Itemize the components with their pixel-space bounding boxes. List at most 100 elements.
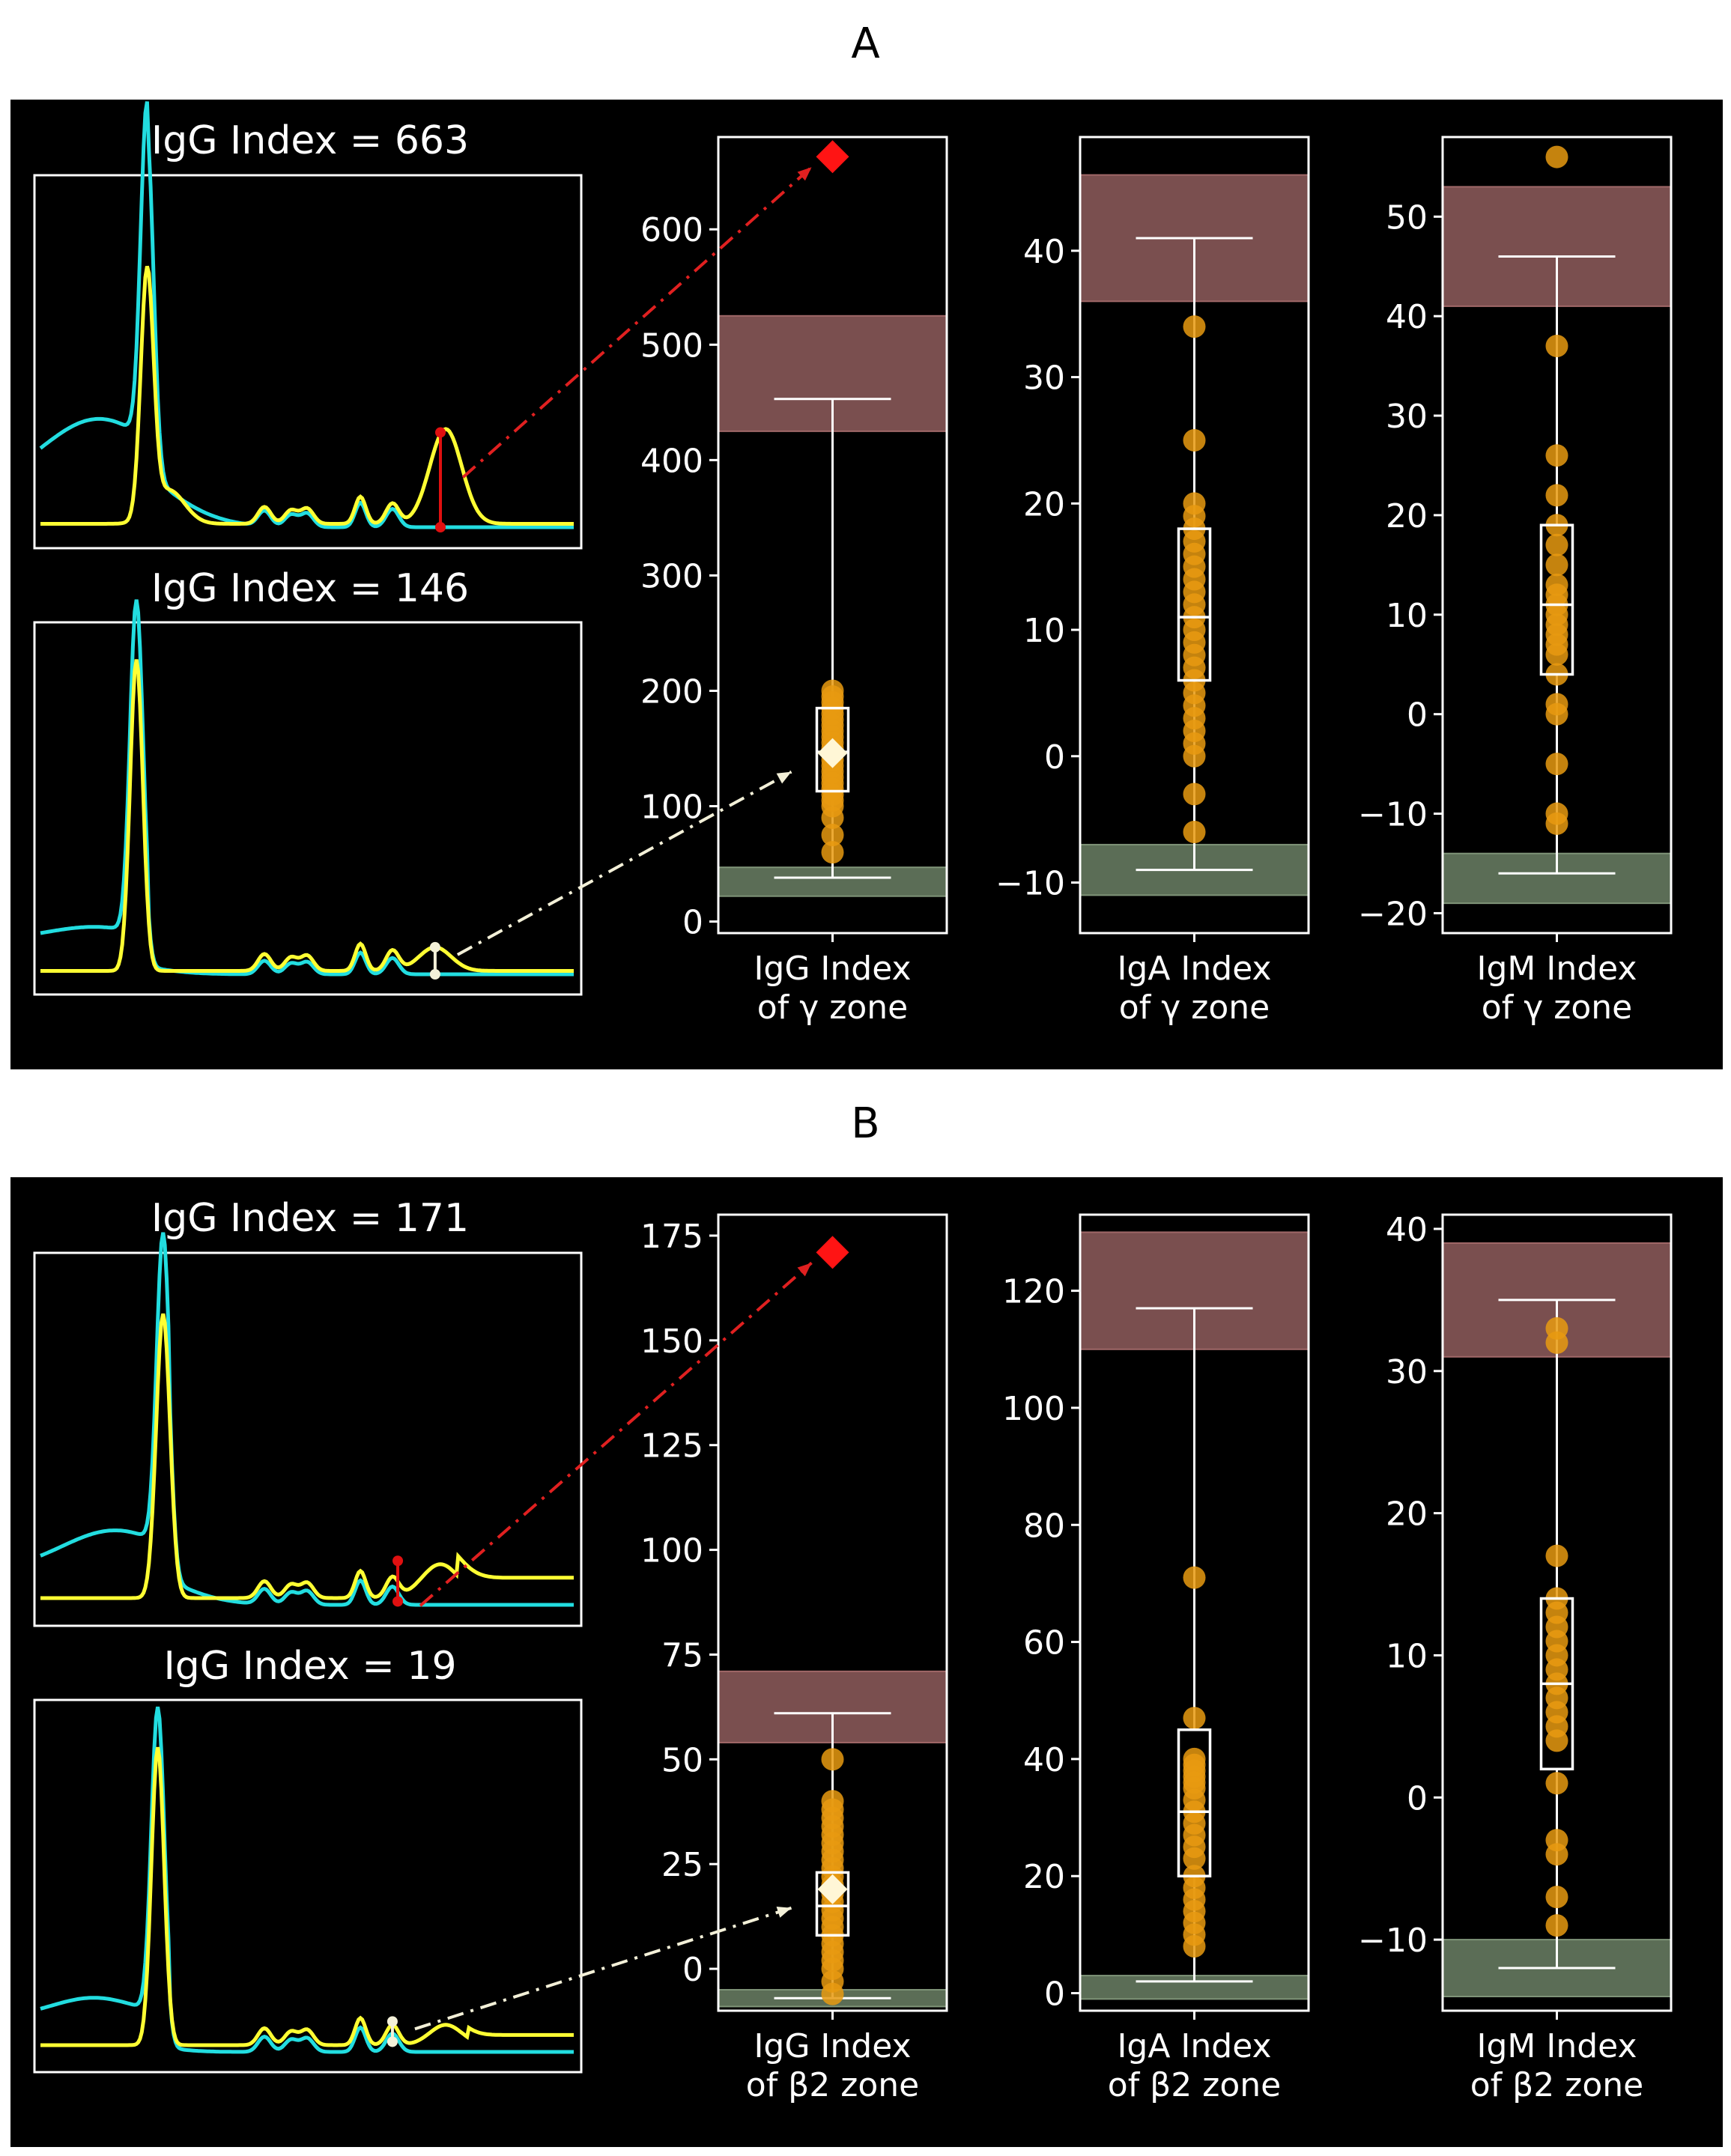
- ytick-label-a-3-4: 10: [1386, 597, 1428, 635]
- ytick-label-b-2-7: 120: [1002, 1273, 1065, 1311]
- trace-frame-1: [33, 174, 583, 550]
- sample-curve-a-2: [40, 659, 574, 973]
- data-point-a-3-2: [1545, 335, 1568, 358]
- arrow-line-a-1: [461, 166, 813, 479]
- ytick-label-b-1-4: 75: [661, 1636, 703, 1674]
- traces-b: [40, 1232, 574, 2054]
- difference-bottom-a-2: [429, 969, 440, 980]
- highlight-marker-b-1: [816, 1236, 849, 1269]
- panel-label-b: B: [851, 1099, 880, 1148]
- data-point-a-3-6: [1545, 533, 1568, 556]
- ytick-label-a-3-8: 50: [1386, 198, 1428, 237]
- difference-top-a-2: [429, 941, 440, 953]
- data-point-b-2-14: [1183, 1847, 1206, 1870]
- xlabel-a-3-2: of γ zone: [1482, 989, 1632, 1027]
- data-point-b-2-2: [1183, 1707, 1206, 1730]
- ytick-label-b-3-2: 0: [1407, 1779, 1428, 1818]
- data-point-a-2-24: [1183, 783, 1206, 806]
- data-point-b-2-21: [1183, 1935, 1206, 1958]
- mean-marker-b-1: [817, 1874, 848, 1904]
- ytick-label-b-1-2: 25: [661, 1846, 703, 1884]
- data-point-a-3-15: [1545, 643, 1568, 666]
- data-point-b-3-14: [1545, 1729, 1568, 1752]
- trace-frame-3: [33, 1251, 583, 1627]
- xlabel-a-1-1: IgG Index: [754, 950, 911, 988]
- data-point-b-1-1: [821, 1748, 844, 1771]
- ytick-label-a-1-7: 600: [640, 211, 703, 249]
- arrows-b: [414, 1261, 813, 2031]
- ytick-label-a-1-2: 100: [640, 789, 703, 827]
- xlabel-b-2-1: IgA Index: [1117, 2027, 1271, 2065]
- data-point-a-2-2: [1183, 428, 1206, 452]
- panel-b: IgG Index = 171 IgG Index = 19 0 25 50 75 10…: [10, 1177, 1723, 2147]
- ytick-label-b-1-5: 100: [640, 1532, 703, 1570]
- ytick-label-a-3-1: −20: [1358, 895, 1428, 933]
- ytick-label-b-2-1: 0: [1044, 1976, 1065, 2014]
- ytick-label-a-3-5: 20: [1386, 497, 1428, 535]
- box-b-2: [1177, 1728, 1212, 1877]
- ytick-label-a-2-2: 0: [1044, 738, 1065, 777]
- difference-bottom-b-2: [386, 2036, 398, 2047]
- ytick-label-a-3-2: −10: [1358, 796, 1428, 834]
- ytick-label-b-3-4: 20: [1386, 1495, 1428, 1534]
- arrows-a: [456, 166, 813, 956]
- ytick-label-b-2-3: 40: [1023, 1741, 1065, 1779]
- ytick-label-a-1-6: 500: [640, 327, 703, 365]
- ytick-label-a-2-4: 20: [1023, 485, 1065, 523]
- data-point-a-3-4: [1545, 484, 1568, 507]
- ytick-label-b-1-1: 0: [682, 1951, 703, 1989]
- data-point-a-2-25: [1183, 821, 1206, 844]
- trace-frame-4: [33, 1698, 583, 2074]
- data-point-a-2-23: [1183, 744, 1206, 768]
- trace-frame-2: [33, 621, 583, 996]
- arrow-line-b-1: [419, 1261, 813, 1607]
- trace-title-1: IgG Index = 663: [151, 118, 469, 163]
- highlight-marker-a-1: [816, 140, 849, 174]
- xlabel-a-2-1: IgA Index: [1117, 950, 1271, 988]
- sample-curve-b-1: [40, 1313, 574, 1600]
- ytick-label-a-1-1: 0: [682, 904, 703, 942]
- ytick-label-a-2-3: 10: [1023, 612, 1065, 650]
- ytick-label-b-1-8: 175: [640, 1218, 703, 1256]
- ytick-label-b-1-7: 150: [640, 1323, 703, 1361]
- ytick-label-b-3-3: 10: [1386, 1637, 1428, 1675]
- arrow-head-a-1: [797, 167, 812, 181]
- ytick-label-b-2-6: 100: [1002, 1390, 1065, 1428]
- difference-bottom-a-1: [435, 522, 446, 532]
- ytick-label-a-2-6: 40: [1023, 233, 1065, 271]
- mean-marker-a-1: [817, 738, 848, 768]
- reference-curve-a-1: [39, 101, 574, 529]
- box-a-2: [1177, 527, 1212, 682]
- difference-top-b-1: [392, 1555, 404, 1567]
- ytick-label-b-2-5: 80: [1023, 1507, 1065, 1545]
- difference-top-b-2: [386, 2016, 398, 2027]
- ytick-label-b-3-6: 40: [1386, 1211, 1428, 1249]
- reference-curve-b-2: [40, 1706, 574, 2054]
- data-point-a-3-21: [1545, 812, 1568, 835]
- xlabel-b-3-1: IgM Index: [1477, 2027, 1637, 2065]
- data-point-b-1-24: [821, 1982, 844, 2005]
- ytick-label-a-3-7: 40: [1386, 298, 1428, 336]
- arrow-head-a-2: [776, 771, 792, 784]
- data-point-a-1-24: [821, 841, 844, 864]
- sample-curve-b-2: [40, 1746, 574, 2047]
- ytick-label-b-1-6: 125: [640, 1427, 703, 1466]
- ytick-label-b-3-5: 30: [1386, 1353, 1428, 1391]
- panel-label-a: A: [851, 19, 880, 68]
- data-point-a-2-1: [1183, 315, 1206, 338]
- ytick-label-a-2-1: −10: [995, 865, 1065, 903]
- traces-a: [39, 101, 574, 980]
- data-point-a-3-1: [1545, 145, 1568, 168]
- arrow-line-b-2: [414, 1906, 792, 2031]
- sample-curve-a-1: [40, 265, 574, 526]
- reference-curve-b-1: [40, 1232, 574, 1607]
- panel-b-figure: IgG Index = 171 IgG Index = 19 0 25 50 75 10…: [33, 1196, 1673, 2104]
- ytick-label-a-1-3: 200: [640, 672, 703, 711]
- data-point-b-3-19: [1545, 1914, 1568, 1937]
- ytick-label-b-1-3: 50: [661, 1741, 703, 1779]
- xlabel-b-2-2: of β2 zone: [1108, 2066, 1281, 2104]
- ytick-label-a-3-6: 30: [1386, 398, 1428, 436]
- box-a-3: [1539, 523, 1574, 676]
